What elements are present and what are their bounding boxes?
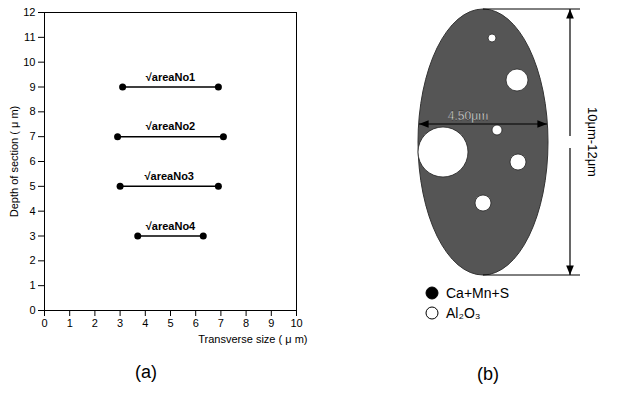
svg-text:Ca+Mn+S: Ca+Mn+S: [446, 285, 509, 301]
svg-text:7: 7: [29, 130, 35, 142]
svg-text:Al₂O₃: Al₂O₃: [446, 305, 480, 321]
svg-text:√areaNo3: √areaNo3: [145, 170, 194, 182]
svg-text:11: 11: [24, 31, 35, 43]
svg-text:8: 8: [29, 105, 35, 117]
svg-text:√areaNo2: √areaNo2: [146, 120, 195, 132]
svg-text:0: 0: [41, 317, 47, 329]
svg-text:√areaNo1: √areaNo1: [146, 71, 195, 83]
svg-text:2: 2: [92, 317, 98, 329]
svg-text:6: 6: [29, 155, 35, 167]
svg-text:5: 5: [29, 180, 35, 192]
svg-text:1: 1: [67, 317, 73, 329]
svg-text:10: 10: [290, 317, 302, 329]
svg-text:4: 4: [29, 205, 35, 217]
svg-text:3: 3: [29, 230, 35, 242]
html-text:(a): (a): [135, 362, 157, 382]
svg-text:7: 7: [218, 317, 224, 329]
svg-text:0: 0: [29, 304, 35, 316]
svg-text:(b): (b): [477, 364, 499, 384]
svg-text:6: 6: [193, 317, 199, 329]
svg-text:2: 2: [29, 254, 35, 266]
svg-text:5: 5: [167, 317, 173, 329]
svg-text:Depth of section ( μ m): Depth of section ( μ m): [8, 106, 20, 218]
svg-text:√areaNo4: √areaNo4: [146, 220, 196, 232]
svg-text:3: 3: [117, 317, 123, 329]
svg-text:1: 1: [29, 279, 35, 291]
svg-text:9: 9: [29, 81, 35, 93]
svg-text:4: 4: [142, 317, 148, 329]
svg-text:4.50μm: 4.50μm: [448, 109, 488, 123]
svg-text:8: 8: [243, 317, 249, 329]
svg-text:Transverse size ( μ m): Transverse size ( μ m): [198, 333, 307, 345]
svg-text:10: 10: [23, 56, 35, 68]
svg-text:12: 12: [23, 6, 35, 18]
svg-text:10μm-12μm: 10μm-12μm: [585, 107, 600, 177]
svg-text:9: 9: [268, 317, 274, 329]
